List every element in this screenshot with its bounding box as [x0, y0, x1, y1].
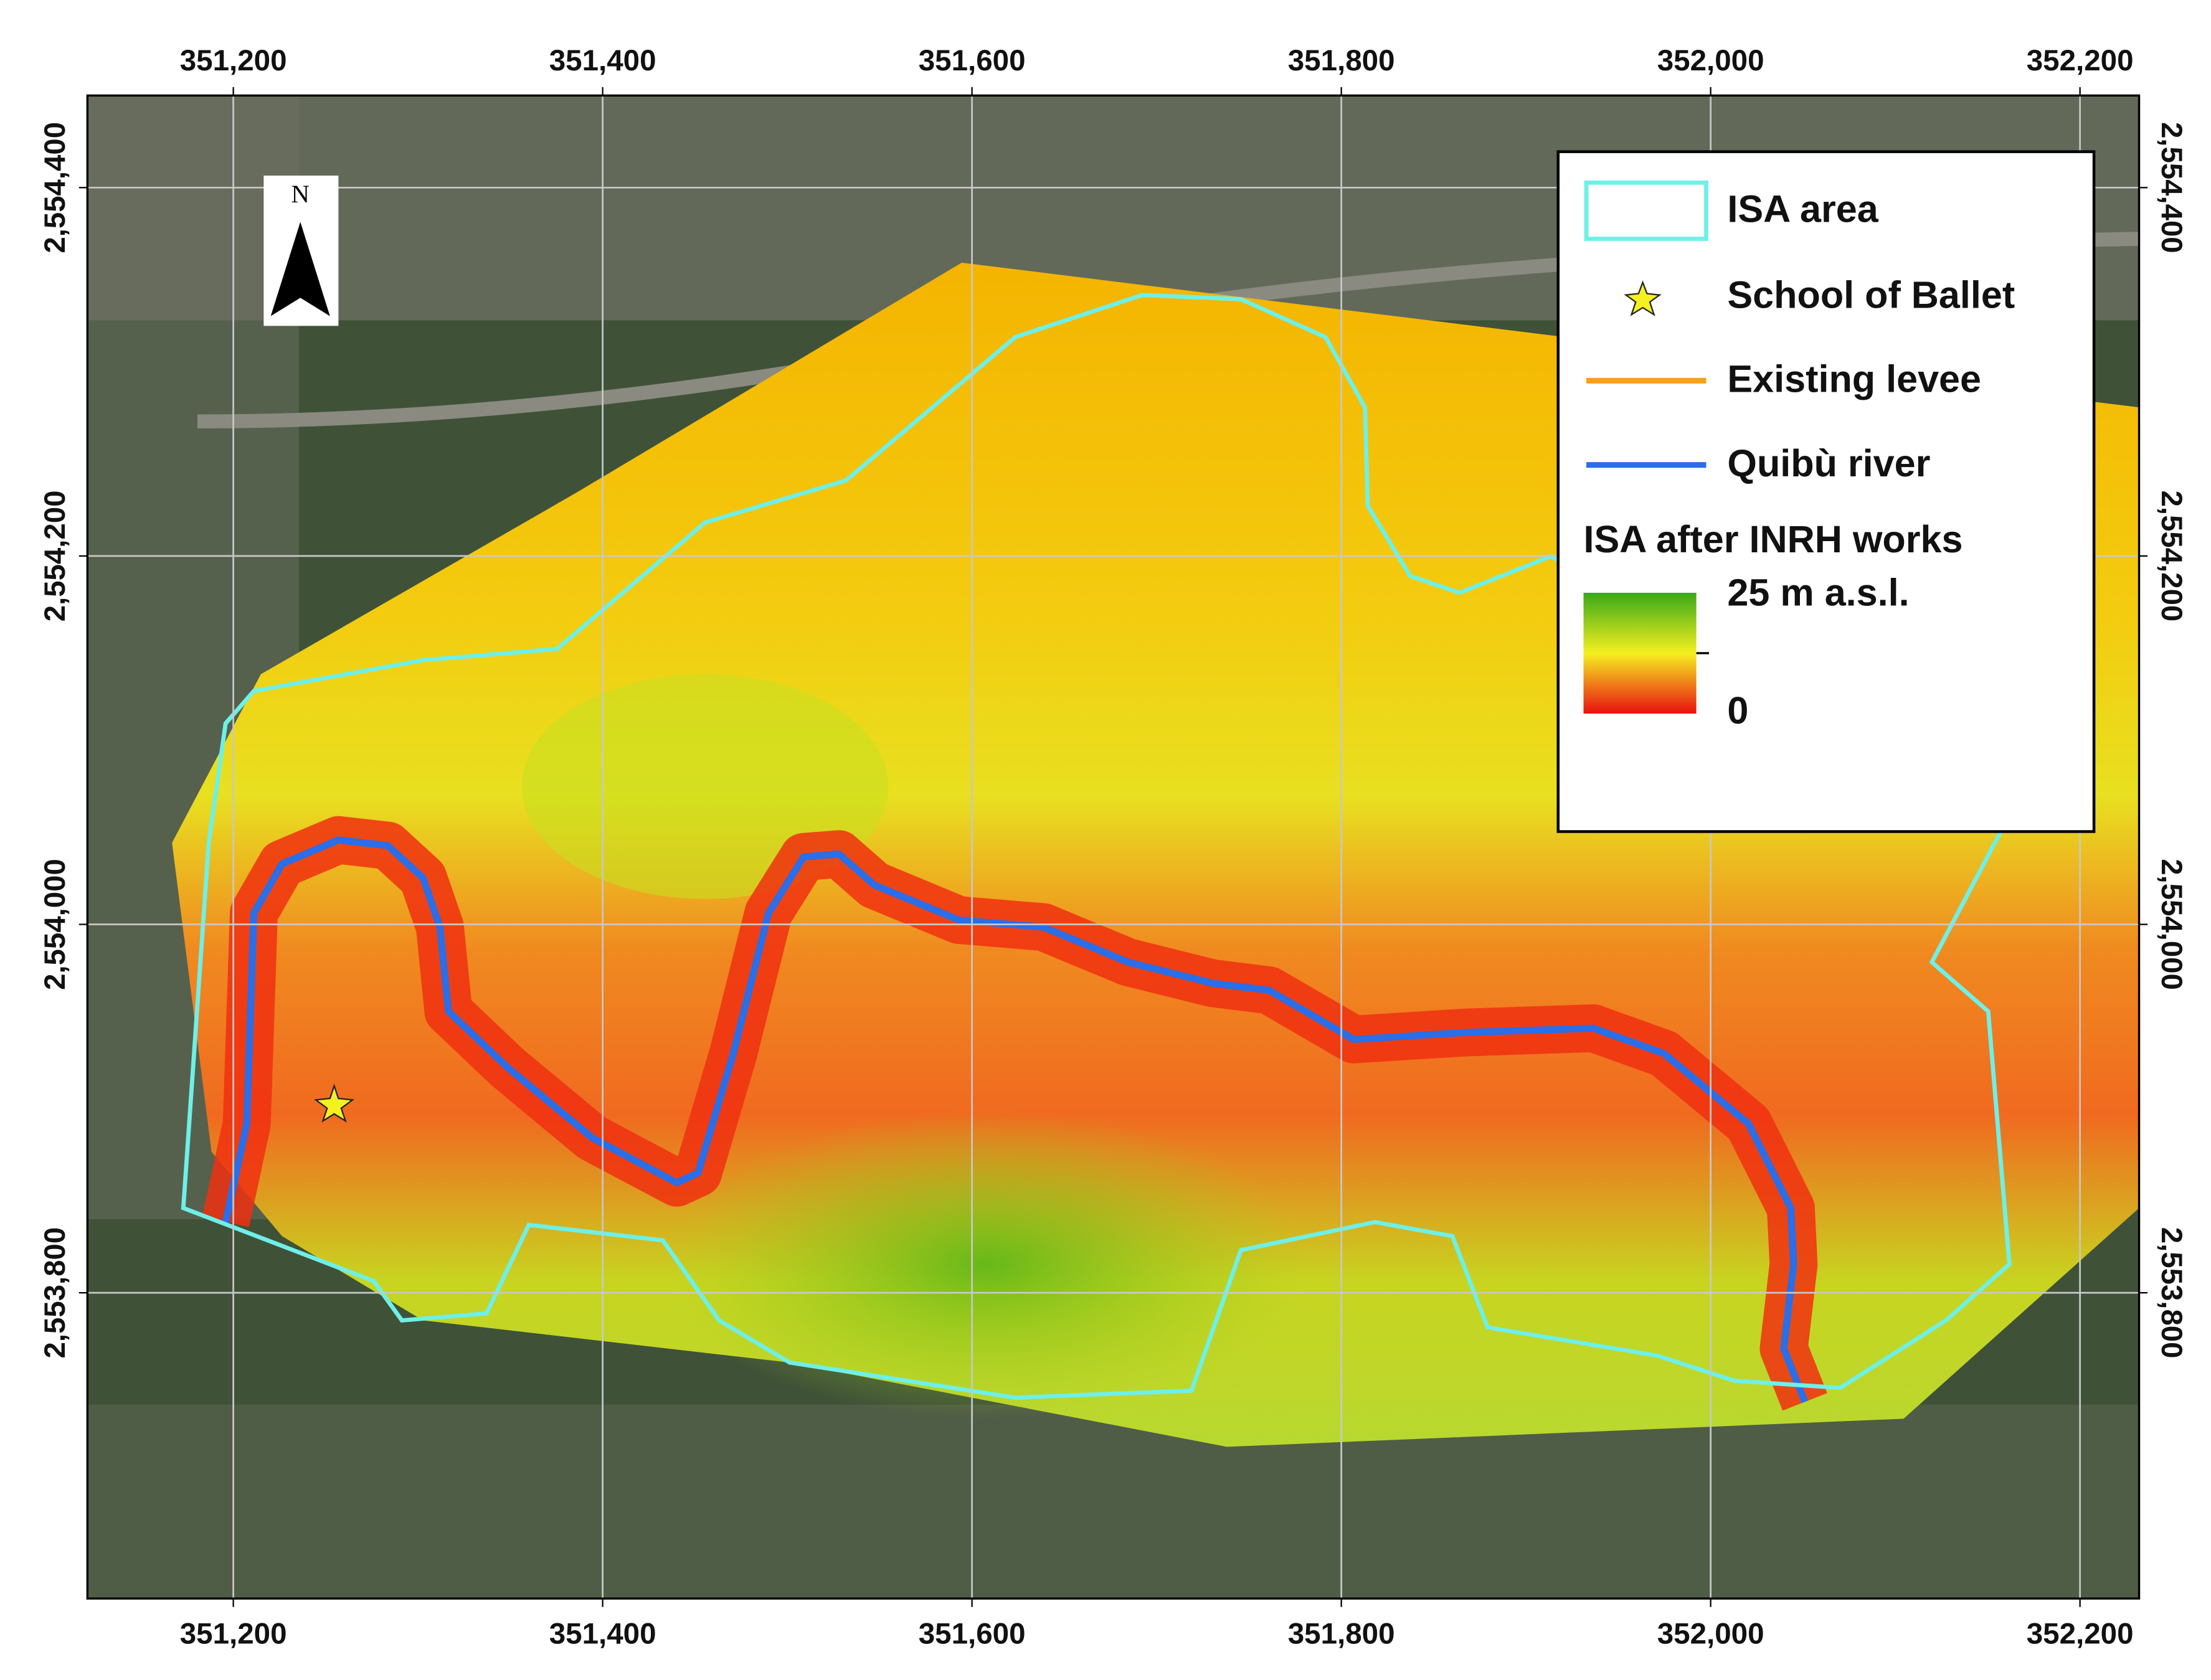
legend-isa-symbol: [1584, 180, 1708, 241]
colorbar-title: ISA after INRH works: [1584, 518, 1963, 560]
x-tick-label: 351,400: [549, 44, 656, 77]
river: [222, 836, 1809, 1404]
x-tick-label: 351,800: [1288, 1617, 1395, 1650]
x-tick-label: 351,800: [1288, 44, 1395, 77]
high-ground: [663, 1110, 1312, 1419]
y-tick-label: 2,554,000: [2155, 859, 2188, 990]
north-arrow: [270, 222, 330, 316]
y-tick-label: 2,554,000: [39, 859, 72, 990]
map-frame: [86, 94, 2141, 1600]
isa-outline: [181, 293, 2012, 1400]
legend-label: Quibù river: [1727, 442, 1930, 484]
map-area: N ISA area School of Ballet Existing lev…: [87, 95, 2139, 1599]
y-tick-label: 2,554,200: [2155, 491, 2188, 622]
y-tick-label: 2,554,400: [39, 122, 72, 253]
y-tick-label: 2,554,400: [2155, 122, 2188, 253]
axis-labels: 351,200 351,200 351,400 351,400 351,600 351,6…: [39, 44, 2188, 1650]
x-tick-label: 351,600: [919, 1617, 1026, 1650]
x-tick-label: 352,000: [1657, 44, 1764, 77]
x-tick-label: 351,200: [180, 1617, 287, 1650]
colorbar-max-label: 25 m a.s.l.: [1727, 572, 1909, 614]
y-tick-label: 2,554,200: [39, 491, 72, 622]
legend-label: School of Ballet: [1727, 273, 2015, 316]
x-tick-label: 351,200: [180, 44, 287, 77]
legend-school-symbol: [1624, 280, 1662, 316]
y-tick-label: 2,553,800: [2155, 1227, 2188, 1359]
legend-label: Existing levee: [1727, 358, 1981, 400]
y-tick-label: 2,553,800: [39, 1227, 72, 1359]
x-tick-label: 352,200: [2027, 44, 2134, 77]
colorbar: [1583, 592, 1697, 714]
legend-box: [1556, 150, 2096, 833]
x-tick-label: 352,200: [2027, 1617, 2134, 1650]
urban-area: [87, 1404, 2139, 1599]
legend-label: ISA area: [1727, 188, 1878, 230]
x-tick-label: 352,000: [1657, 1617, 1764, 1650]
colorbar-min-label: 0: [1727, 689, 1748, 732]
north-label: N: [291, 180, 310, 208]
school-marker: [314, 1083, 355, 1123]
x-tick-label: 351,600: [919, 44, 1026, 77]
x-tick-label: 351,400: [549, 1617, 656, 1650]
